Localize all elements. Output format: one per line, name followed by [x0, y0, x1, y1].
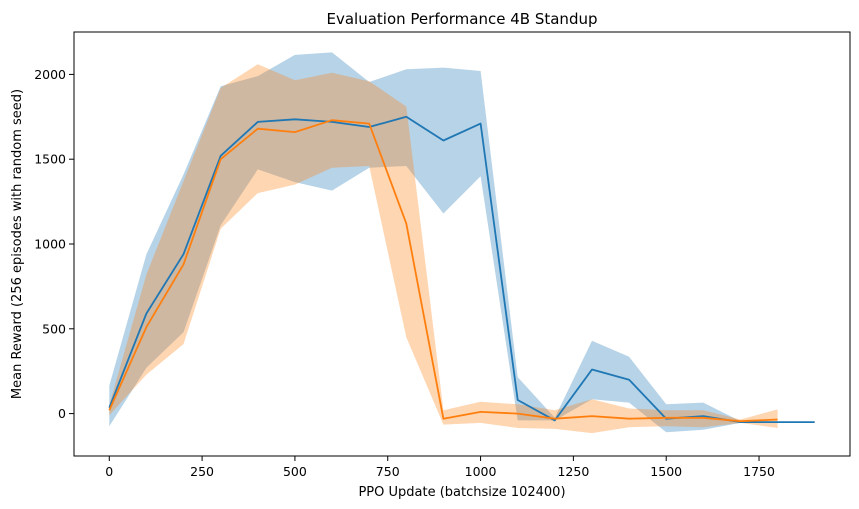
series-2-band	[109, 64, 778, 434]
x-tick-label: 750	[376, 464, 400, 479]
y-tick-label: 0	[58, 406, 66, 421]
x-tick-label: 1750	[743, 464, 775, 479]
chart-title: Evaluation Performance 4B Standup	[327, 10, 598, 28]
x-tick-label: 250	[190, 464, 214, 479]
y-axis-label: Mean Reward (256 episodes with random se…	[10, 89, 25, 399]
x-axis-ticks: 0 250 500 750 1000 1250 1500 1750	[105, 456, 775, 479]
y-axis-ticks: 0 500 1000 1500 2000	[34, 67, 74, 421]
x-tick-label: 0	[105, 464, 113, 479]
x-tick-label: 1000	[465, 464, 497, 479]
x-axis-label: PPO Update (batchsize 102400)	[358, 485, 565, 500]
series-1-band	[109, 52, 815, 433]
y-tick-label: 1500	[34, 152, 66, 167]
y-tick-label: 1000	[34, 237, 66, 252]
x-tick-label: 500	[283, 464, 307, 479]
y-tick-label: 2000	[34, 67, 66, 82]
series-lines	[108, 115, 815, 424]
y-tick-label: 500	[42, 321, 66, 336]
confidence-bands	[109, 52, 815, 434]
series-2-line	[108, 119, 778, 423]
series-1-line	[108, 115, 815, 424]
x-tick-label: 1500	[650, 464, 682, 479]
x-tick-label: 1250	[557, 464, 589, 479]
